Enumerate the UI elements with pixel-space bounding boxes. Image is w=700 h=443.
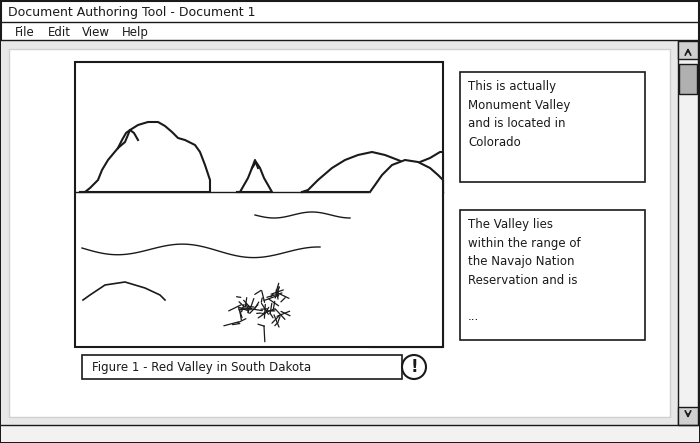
Polygon shape xyxy=(370,160,443,347)
Polygon shape xyxy=(80,122,210,192)
Text: This is actually
Monument Valley
and is located in
Colorado: This is actually Monument Valley and is … xyxy=(468,80,570,148)
Bar xyxy=(679,64,697,94)
Bar xyxy=(460,72,645,182)
Text: Figure 1 - Red Valley in South Dakota: Figure 1 - Red Valley in South Dakota xyxy=(92,361,311,373)
Bar xyxy=(678,41,698,425)
Bar xyxy=(1,41,699,425)
Bar xyxy=(1,425,699,442)
Text: Document Authoring Tool - Document 1: Document Authoring Tool - Document 1 xyxy=(8,5,255,19)
Text: Edit: Edit xyxy=(48,26,71,39)
Bar xyxy=(75,62,443,347)
Text: View: View xyxy=(82,26,110,39)
Text: File: File xyxy=(15,26,35,39)
Bar xyxy=(82,355,402,379)
Polygon shape xyxy=(302,152,443,192)
Circle shape xyxy=(402,355,426,379)
Polygon shape xyxy=(237,162,272,192)
Bar xyxy=(460,210,645,340)
Text: Help: Help xyxy=(122,26,149,39)
Text: The Valley lies
within the range of
the Navajo Nation
Reservation and is

...: The Valley lies within the range of the … xyxy=(468,218,580,323)
Bar xyxy=(678,41,698,59)
Bar xyxy=(678,407,698,425)
Bar xyxy=(9,49,670,417)
Text: !: ! xyxy=(410,358,418,376)
